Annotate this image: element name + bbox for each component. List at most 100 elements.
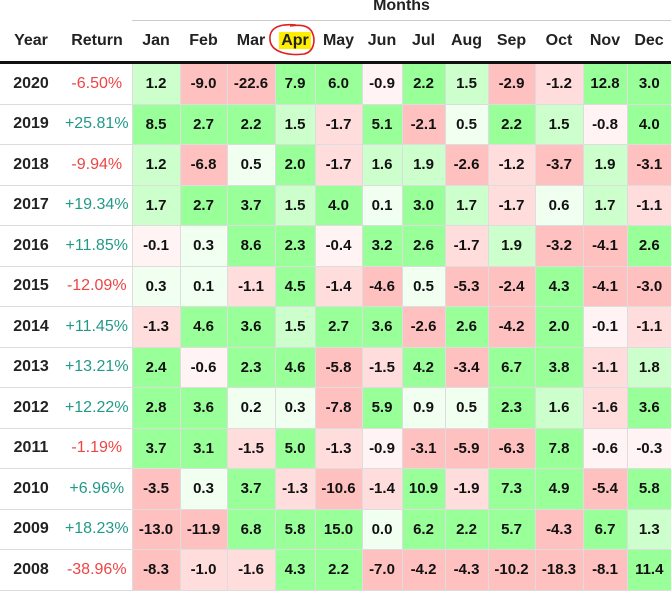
monthly-return-cell: 0.3 xyxy=(179,468,227,510)
months-group-header: Months xyxy=(373,0,430,14)
return-column-header[interactable]: Return xyxy=(62,21,132,64)
monthly-return-cell: 5.7 xyxy=(487,509,535,550)
monthly-return-cell: -4.2 xyxy=(401,549,445,591)
monthly-return-cell: 1.9 xyxy=(487,225,535,267)
monthly-return-cell: 4.6 xyxy=(274,347,315,388)
month-header-dec[interactable]: Dec xyxy=(627,21,671,64)
monthly-return-cell: 6.7 xyxy=(487,347,535,388)
month-header-label: Oct xyxy=(545,32,573,49)
month-header-label: Jul xyxy=(411,32,436,49)
monthly-return-cell: -0.1 xyxy=(131,225,180,267)
monthly-return-cell: -1.6 xyxy=(226,549,275,591)
monthly-return-cell: 0.5 xyxy=(226,144,275,186)
monthly-return-cell: 3.6 xyxy=(226,306,275,348)
monthly-return-cell: 5.8 xyxy=(274,509,315,550)
monthly-return-cell: 2.2 xyxy=(444,509,488,550)
monthly-return-cell: 1.3 xyxy=(626,509,671,550)
monthly-return-cell: 1.2 xyxy=(131,62,180,105)
monthly-return-cell: -0.6 xyxy=(179,347,227,388)
monthly-return-cell: -22.6 xyxy=(226,62,275,105)
monthly-return-cell: 8.5 xyxy=(131,104,180,145)
year-cell: 2010 xyxy=(0,468,62,510)
monthly-return-cell: -7.8 xyxy=(314,387,362,429)
monthly-return-cell: 4.0 xyxy=(314,185,362,226)
monthly-return-cell: 0.3 xyxy=(131,266,180,307)
month-header-label: Apr xyxy=(279,32,311,49)
year-column-header[interactable]: Year xyxy=(0,21,62,64)
annual-return-cell: -9.94% xyxy=(62,144,132,186)
monthly-return-cell: 3.0 xyxy=(626,62,671,105)
month-header-mar[interactable]: Mar xyxy=(227,21,275,64)
monthly-return-cell: -5.4 xyxy=(582,468,627,510)
monthly-return-cell: 0.3 xyxy=(274,387,315,429)
monthly-return-cell: -11.9 xyxy=(179,509,227,550)
month-header-jun[interactable]: Jun xyxy=(362,21,402,64)
monthly-return-cell: -3.7 xyxy=(534,144,583,186)
monthly-return-cell: -0.6 xyxy=(582,428,627,469)
monthly-return-cell: -1.1 xyxy=(626,306,671,348)
monthly-return-cell: -1.4 xyxy=(314,266,362,307)
monthly-return-cell: -1.1 xyxy=(626,185,671,226)
month-header-apr[interactable]: Apr xyxy=(275,21,315,64)
monthly-return-cell: -0.4 xyxy=(314,225,362,267)
monthly-return-cell: 2.4 xyxy=(131,347,180,388)
monthly-return-cell: 0.1 xyxy=(361,185,402,226)
monthly-return-cell: -6.3 xyxy=(487,428,535,469)
monthly-return-cell: 4.6 xyxy=(179,306,227,348)
monthly-return-cell: -1.2 xyxy=(487,144,535,186)
monthly-return-cell: 1.7 xyxy=(444,185,488,226)
month-header-jul[interactable]: Jul xyxy=(402,21,445,64)
monthly-return-cell: -1.1 xyxy=(226,266,275,307)
monthly-return-cell: 3.6 xyxy=(361,306,402,348)
monthly-return-cell: -0.8 xyxy=(582,104,627,145)
annual-return-cell: +11.45% xyxy=(62,306,132,348)
monthly-return-cell: 4.3 xyxy=(274,549,315,591)
month-header-feb[interactable]: Feb xyxy=(180,21,227,64)
month-header-nov[interactable]: Nov xyxy=(583,21,627,64)
monthly-return-cell: -5.3 xyxy=(444,266,488,307)
annual-return-cell: +6.96% xyxy=(62,468,132,510)
monthly-return-cell: 12.8 xyxy=(582,62,627,105)
monthly-return-cell: -9.0 xyxy=(179,62,227,105)
year-cell: 2009 xyxy=(0,509,62,550)
month-header-sep[interactable]: Sep xyxy=(488,21,535,64)
monthly-return-cell: 2.6 xyxy=(444,306,488,348)
monthly-return-cell: -1.9 xyxy=(444,468,488,510)
monthly-return-cell: 2.3 xyxy=(487,387,535,429)
year-cell: 2016 xyxy=(0,225,62,267)
monthly-return-cell: -4.2 xyxy=(487,306,535,348)
monthly-return-cell: 1.2 xyxy=(131,144,180,186)
month-header-label: Nov xyxy=(589,32,621,49)
year-cell: 2013 xyxy=(0,347,62,388)
monthly-return-cell: 1.9 xyxy=(401,144,445,186)
monthly-return-cell: -2.6 xyxy=(401,306,445,348)
month-header-oct[interactable]: Oct xyxy=(535,21,583,64)
monthly-return-cell: 0.0 xyxy=(361,509,402,550)
month-header-aug[interactable]: Aug xyxy=(445,21,488,64)
year-cell: 2011 xyxy=(0,428,62,469)
table-row: 2020 -6.50% 1.2 -9.0 -22.6 7.9 6.0 -0.9 2.2 1.5 -2… xyxy=(0,62,671,105)
monthly-return-cell: 6.0 xyxy=(314,62,362,105)
monthly-return-cell: -1.4 xyxy=(361,468,402,510)
monthly-return-cell: -3.5 xyxy=(131,468,180,510)
monthly-return-cell: 2.2 xyxy=(314,549,362,591)
annual-return-cell: -38.96% xyxy=(62,549,132,591)
year-cell: 2012 xyxy=(0,387,62,429)
month-header-may[interactable]: May xyxy=(315,21,362,64)
monthly-return-cell: 1.5 xyxy=(274,306,315,348)
table-row: 2019 +25.81% 8.5 2.7 2.2 1.5 -1.7 5.1 -2.1 0.5 2.2… xyxy=(0,104,671,145)
monthly-return-cell: -1.2 xyxy=(534,62,583,105)
monthly-return-cell: 2.0 xyxy=(534,306,583,348)
monthly-return-cell: -3.2 xyxy=(534,225,583,267)
monthly-return-cell: 0.3 xyxy=(179,225,227,267)
monthly-return-cell: 1.5 xyxy=(444,62,488,105)
monthly-return-cell: -10.6 xyxy=(314,468,362,510)
monthly-return-cell: -4.6 xyxy=(361,266,402,307)
monthly-return-cell: -4.1 xyxy=(582,266,627,307)
monthly-return-cell: -2.6 xyxy=(444,144,488,186)
month-header-jan[interactable]: Jan xyxy=(132,21,180,64)
monthly-return-cell: -1.1 xyxy=(582,347,627,388)
monthly-return-cell: 10.9 xyxy=(401,468,445,510)
annual-return-cell: +19.34% xyxy=(62,185,132,226)
